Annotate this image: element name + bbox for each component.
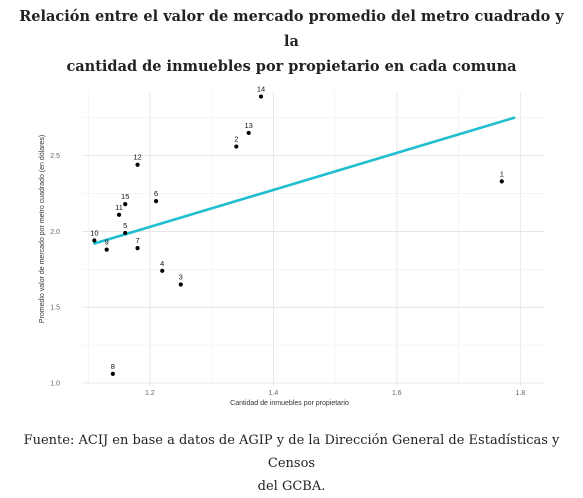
source-caption: Fuente: ACIJ en base a datos de AGIP y d… [0,429,583,498]
chart-title-line-2: cantidad de inmuebles por propietario en… [66,58,517,75]
tick-labels: 1.2 1.4 1.6 1.8 1.0 1.5 2.0 2.5 [50,153,525,397]
source-caption-line-2: del GCBA. [257,479,326,494]
y-tick-label: 2.0 [50,229,60,236]
data-point [178,282,183,287]
x-tick-label: 1.4 [269,390,279,397]
data-point [116,212,122,217]
data-point [234,144,239,149]
data-point [160,268,165,273]
data-point-label: 5 [123,221,127,230]
data-point-label: 12 [133,153,141,162]
data-point [153,199,159,204]
trend-line [93,116,516,245]
x-tick-label: 1.8 [515,390,525,397]
data-point-label: 3 [179,272,183,281]
data-point-label: 8 [111,362,115,371]
x-tick-label: 1.6 [392,390,402,397]
data-point [135,162,140,167]
x-axis-title: Cantidad de inmuebles por propietario [230,400,349,407]
data-point [92,238,97,243]
data-point [246,130,251,136]
y-tick-label: 2.5 [50,153,60,160]
data-point-label: 9 [105,238,109,247]
chart-title-line-1: Relación entre el valor de mercado prome… [19,8,564,50]
data-point [135,245,140,251]
data-point [123,202,128,207]
data-point-label: 2 [234,135,238,144]
x-tick-label: 1.2 [145,390,155,397]
data-point-label: 15 [121,192,129,201]
data-point [499,179,504,184]
data-point [123,230,128,236]
data-point-label: 4 [160,259,164,268]
data-point-label: 6 [154,189,158,198]
y-axis-title: Promedio valor de mercado por metro cuad… [39,135,46,323]
data-point-label: 7 [135,236,139,245]
source-caption-line-1: Fuente: ACIJ en base a datos de AGIP y d… [23,433,560,471]
y-tick-label: 1.5 [50,305,60,312]
scatter-chart: 1.2 1.4 1.6 1.81.01.52.02.5 123456789101112… [39,85,545,407]
grid-lines [82,92,545,386]
data-point [110,371,115,376]
data-point-label: 13 [245,121,253,130]
data-point-label: 1 [500,169,504,178]
data-point-label: 10 [90,229,98,238]
data-point-label: 11 [115,203,123,212]
y-tick-label: 1.0 [50,380,60,387]
data-point [258,94,264,99]
data-point [104,247,109,252]
chart-title: Relación entre el valor de mercado prome… [10,4,573,79]
data-point-label: 14 [257,85,265,94]
